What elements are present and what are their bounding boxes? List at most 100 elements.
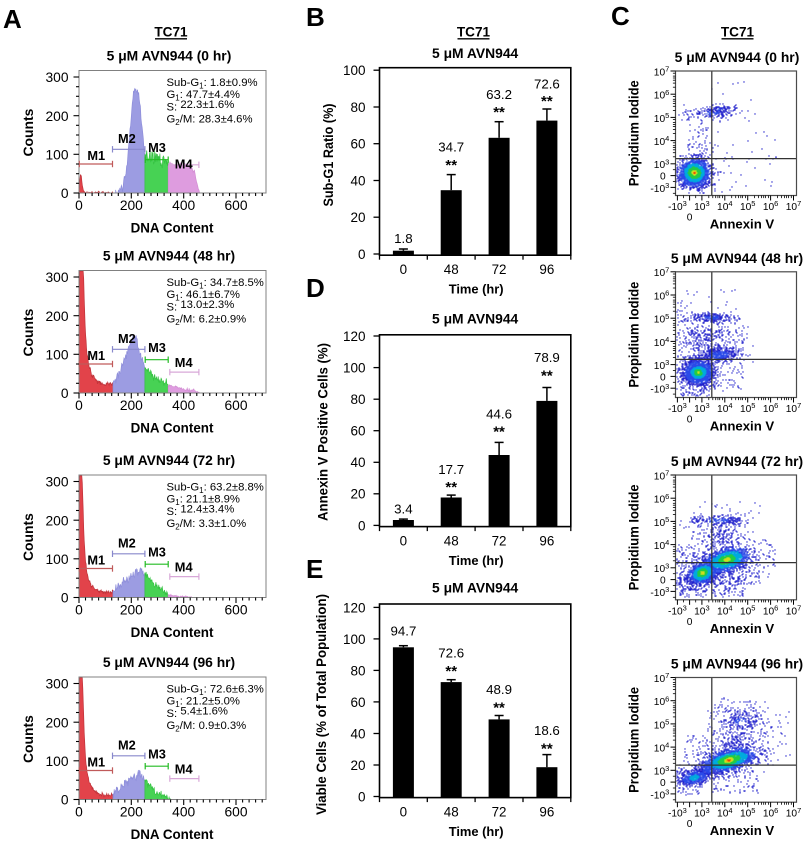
svg-text:48.9: 48.9 bbox=[486, 682, 512, 697]
svg-text:600: 600 bbox=[225, 398, 248, 413]
svg-text:0: 0 bbox=[75, 398, 83, 413]
svg-text:Annexin V: Annexin V bbox=[710, 621, 775, 636]
svg-text:34.7: 34.7 bbox=[438, 139, 464, 154]
svg-text:M1: M1 bbox=[87, 148, 105, 163]
svg-text:0: 0 bbox=[687, 617, 693, 628]
svg-text:-103: -103 bbox=[650, 788, 669, 802]
svg-text:600: 600 bbox=[225, 804, 248, 819]
svg-text:0: 0 bbox=[400, 804, 407, 819]
svg-text:G2/M: 28.3±4.6%: G2/M: 28.3±4.6% bbox=[167, 113, 253, 127]
svg-text:M1: M1 bbox=[87, 348, 105, 363]
svg-text:0: 0 bbox=[61, 591, 69, 606]
svg-text:Annexin V Positive Cells (%): Annexin V Positive Cells (%) bbox=[316, 343, 332, 521]
svg-text:5 μM AVN944 (0 hr): 5 μM AVN944 (0 hr) bbox=[107, 47, 232, 63]
svg-text:48: 48 bbox=[444, 533, 459, 548]
svg-text:100: 100 bbox=[343, 63, 366, 78]
svg-text:S: 12.4±3.4%: S: 12.4±3.4% bbox=[167, 503, 235, 518]
svg-text:0: 0 bbox=[687, 415, 693, 426]
svg-text:M1: M1 bbox=[87, 754, 105, 769]
svg-text:**: ** bbox=[493, 424, 505, 441]
svg-text:Sub-G1: 34.7±8.5%: Sub-G1: 34.7±8.5% bbox=[167, 277, 264, 291]
svg-text:Sub-G1 Ratio (%): Sub-G1 Ratio (%) bbox=[321, 103, 337, 206]
svg-text:**: ** bbox=[541, 368, 553, 385]
svg-text:0: 0 bbox=[358, 247, 366, 262]
svg-text:20: 20 bbox=[350, 758, 365, 773]
svg-text:5 μM AVN944 (48 hr): 5 μM AVN944 (48 hr) bbox=[671, 250, 803, 266]
svg-text:Propidium Iodide: Propidium Iodide bbox=[627, 282, 643, 388]
svg-text:0: 0 bbox=[61, 386, 69, 401]
svg-text:G2/M: 6.2±0.9%: G2/M: 6.2±0.9% bbox=[167, 313, 247, 327]
svg-text:Propidium Iodide: Propidium Iodide bbox=[627, 687, 643, 793]
svg-text:120: 120 bbox=[343, 600, 366, 615]
svg-text:72: 72 bbox=[492, 262, 507, 277]
svg-text:M3: M3 bbox=[148, 545, 166, 560]
svg-text:-103: -103 bbox=[668, 806, 687, 820]
svg-text:48: 48 bbox=[444, 262, 459, 277]
svg-text:5 μM AVN944 (48 hr): 5 μM AVN944 (48 hr) bbox=[103, 247, 235, 263]
svg-text:**: ** bbox=[445, 479, 457, 496]
svg-text:1.8: 1.8 bbox=[394, 231, 413, 246]
svg-text:**: ** bbox=[445, 663, 457, 680]
svg-text:M1: M1 bbox=[87, 552, 105, 567]
svg-text:5 μM AVN944 (96 hr): 5 μM AVN944 (96 hr) bbox=[103, 654, 235, 670]
svg-text:5 μM AVN944 (72 hr): 5 μM AVN944 (72 hr) bbox=[671, 453, 803, 469]
svg-text:17.7: 17.7 bbox=[438, 462, 464, 477]
svg-text:S: 5.4±1.6%: S: 5.4±1.6% bbox=[167, 705, 228, 720]
svg-text:0: 0 bbox=[660, 372, 666, 383]
svg-text:0: 0 bbox=[358, 518, 366, 533]
svg-text:M2: M2 bbox=[118, 331, 136, 346]
svg-text:Time (hr): Time (hr) bbox=[449, 824, 504, 839]
svg-text:**: ** bbox=[445, 157, 457, 174]
svg-text:Time (hr): Time (hr) bbox=[449, 553, 504, 568]
svg-text:Sub-G1: 1.8±0.9%: Sub-G1: 1.8±0.9% bbox=[167, 77, 258, 91]
svg-text:Propidium Iodide: Propidium Iodide bbox=[627, 484, 643, 590]
svg-text:100: 100 bbox=[45, 754, 68, 769]
svg-text:G1: 47.7±4.4%: G1: 47.7±4.4% bbox=[167, 89, 240, 103]
svg-text:Time (hr): Time (hr) bbox=[449, 282, 504, 297]
svg-text:DNA Content: DNA Content bbox=[131, 625, 214, 640]
svg-text:20: 20 bbox=[350, 210, 365, 225]
svg-text:5 μM AVN944: 5 μM AVN944 bbox=[432, 580, 518, 596]
svg-text:120: 120 bbox=[343, 329, 366, 344]
svg-text:S: 13.0±2.3%: S: 13.0±2.3% bbox=[167, 299, 235, 314]
svg-text:G1: 21.1±8.9%: G1: 21.1±8.9% bbox=[167, 494, 240, 508]
svg-text:DNA Content: DNA Content bbox=[131, 421, 214, 436]
svg-text:60: 60 bbox=[350, 137, 365, 152]
svg-text:200: 200 bbox=[45, 513, 68, 528]
svg-text:94.7: 94.7 bbox=[390, 624, 416, 639]
svg-text:**: ** bbox=[493, 700, 505, 717]
svg-text:0: 0 bbox=[660, 778, 666, 789]
svg-text:G2/M: 3.3±1.0%: G2/M: 3.3±1.0% bbox=[167, 518, 247, 532]
svg-text:**: ** bbox=[493, 104, 505, 121]
svg-text:**: ** bbox=[541, 93, 553, 110]
svg-text:72.6: 72.6 bbox=[534, 77, 560, 92]
svg-text:**: ** bbox=[541, 741, 553, 758]
svg-text:40: 40 bbox=[350, 455, 365, 470]
svg-text:Counts: Counts bbox=[21, 513, 37, 561]
svg-text:40: 40 bbox=[350, 726, 365, 741]
svg-text:Annexin V: Annexin V bbox=[710, 217, 775, 232]
svg-text:5 μM AVN944: 5 μM AVN944 bbox=[432, 45, 518, 61]
svg-text:B: B bbox=[306, 2, 325, 32]
svg-text:20: 20 bbox=[350, 487, 365, 502]
svg-text:72: 72 bbox=[492, 804, 507, 819]
svg-text:300: 300 bbox=[45, 270, 68, 285]
svg-text:G2/M: 0.9±0.3%: G2/M: 0.9±0.3% bbox=[167, 720, 247, 734]
svg-text:Annexin V: Annexin V bbox=[710, 823, 775, 838]
svg-text:400: 400 bbox=[172, 804, 195, 819]
svg-text:-103: -103 bbox=[668, 199, 687, 213]
svg-text:5 μM AVN944 (96 hr): 5 μM AVN944 (96 hr) bbox=[671, 656, 803, 672]
svg-text:M2: M2 bbox=[118, 131, 136, 146]
svg-text:DNA Content: DNA Content bbox=[131, 221, 214, 236]
svg-text:300: 300 bbox=[45, 677, 68, 692]
svg-text:A: A bbox=[3, 4, 22, 34]
svg-text:0: 0 bbox=[660, 576, 666, 587]
svg-text:63.2: 63.2 bbox=[486, 87, 512, 102]
svg-text:100: 100 bbox=[343, 632, 366, 647]
svg-text:0: 0 bbox=[400, 533, 407, 548]
svg-text:200: 200 bbox=[120, 804, 143, 819]
svg-text:DNA Content: DNA Content bbox=[131, 827, 214, 842]
svg-text:0: 0 bbox=[61, 793, 69, 808]
svg-text:5 μM AVN944 (72 hr): 5 μM AVN944 (72 hr) bbox=[103, 452, 235, 468]
svg-text:TC71: TC71 bbox=[457, 25, 491, 40]
